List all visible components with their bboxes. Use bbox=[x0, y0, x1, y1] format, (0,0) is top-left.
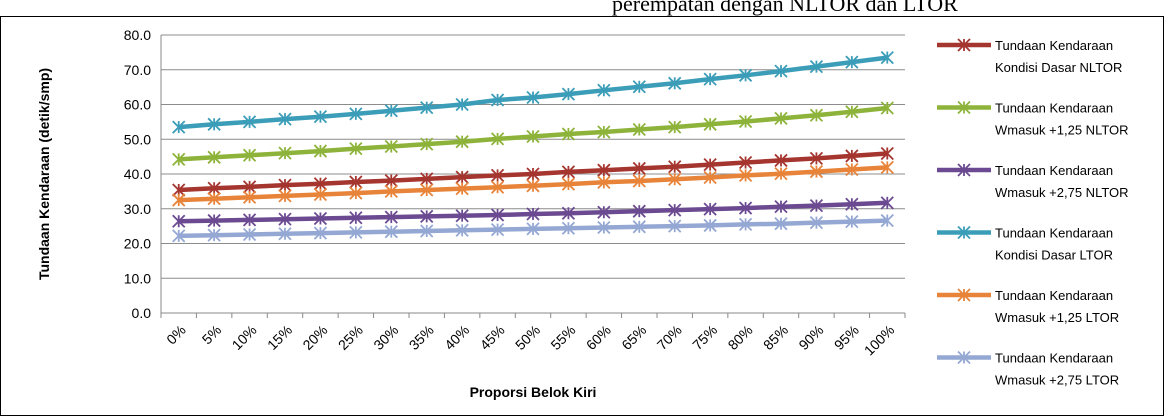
header-text: perempatan dengan NLTOR dan LTOR bbox=[612, 0, 958, 16]
x-tick-label: 60% bbox=[583, 322, 614, 353]
y-tick-label: 70.0 bbox=[124, 62, 151, 78]
y-axis-title: Tundaan Kendaraan (detik/smp) bbox=[36, 68, 52, 280]
legend-label: Wmasuk +2,75 NLTOR bbox=[995, 185, 1129, 200]
y-tick-label: 40.0 bbox=[124, 166, 151, 182]
x-tick-label: 5% bbox=[199, 322, 225, 348]
x-tick-label: 45% bbox=[477, 322, 508, 353]
x-tick-label: 80% bbox=[725, 322, 756, 353]
chart-frame: 0.0 10.0 20.0 30.0 40.0 50.0 60.0 70.0 80.0 0% 5% 1… bbox=[0, 16, 1164, 416]
legend-label: Tundaan Kendaraan bbox=[995, 101, 1113, 116]
y-tick-label: 30.0 bbox=[124, 201, 151, 217]
legend-label: Wmasuk +1,25 LTOR bbox=[995, 310, 1119, 325]
y-tick-label: 50.0 bbox=[124, 131, 151, 147]
x-axis-title: Proporsi Belok Kiri bbox=[470, 384, 597, 400]
y-tick-label: 20.0 bbox=[124, 236, 151, 252]
y-tick-label: 10.0 bbox=[124, 270, 151, 286]
legend-label: Kondisi Dasar LTOR bbox=[995, 248, 1113, 263]
legend-label: Wmasuk +2,75 LTOR bbox=[995, 373, 1119, 388]
line-chart: 0.010.020.030.040.050.060.070.080.00% 5% 1… bbox=[36, 27, 1129, 400]
x-tick-label: 20% bbox=[299, 322, 330, 353]
x-tick-label: 35% bbox=[406, 322, 437, 353]
legend-label: Wmasuk +1,25 NLTOR bbox=[995, 123, 1129, 138]
x-tick-label: 65% bbox=[618, 322, 649, 353]
x-tick-label: 40% bbox=[441, 322, 472, 353]
x-tick-label: 25% bbox=[335, 322, 366, 353]
x-tick-label: 50% bbox=[512, 322, 543, 353]
x-tick-label: 15% bbox=[264, 322, 295, 353]
x-tick-label: 10% bbox=[229, 322, 260, 353]
x-tick-label: 75% bbox=[689, 322, 720, 353]
legend-label: Tundaan Kendaraan bbox=[995, 163, 1113, 178]
x-tick-label: 100% bbox=[861, 322, 898, 359]
x-tick-label: 0% bbox=[163, 322, 189, 348]
legend-label: Tundaan Kendaraan bbox=[995, 288, 1113, 303]
legend-label: Kondisi Dasar NLTOR bbox=[995, 60, 1122, 75]
legend-label: Tundaan Kendaraan bbox=[995, 351, 1113, 366]
legend-label: Tundaan Kendaraan bbox=[995, 38, 1113, 53]
y-tick-label: 0.0 bbox=[132, 305, 152, 321]
y-tick-label: 60.0 bbox=[124, 97, 151, 113]
x-tick-label: 95% bbox=[831, 322, 862, 353]
x-tick-label: 30% bbox=[370, 322, 401, 353]
legend-label: Tundaan Kendaraan bbox=[995, 226, 1113, 241]
x-tick-label: 55% bbox=[547, 322, 578, 353]
x-tick-label: 70% bbox=[654, 322, 685, 353]
x-tick-label: 85% bbox=[760, 322, 791, 353]
x-tick-label: 90% bbox=[795, 322, 826, 353]
y-tick-label: 80.0 bbox=[124, 27, 151, 43]
